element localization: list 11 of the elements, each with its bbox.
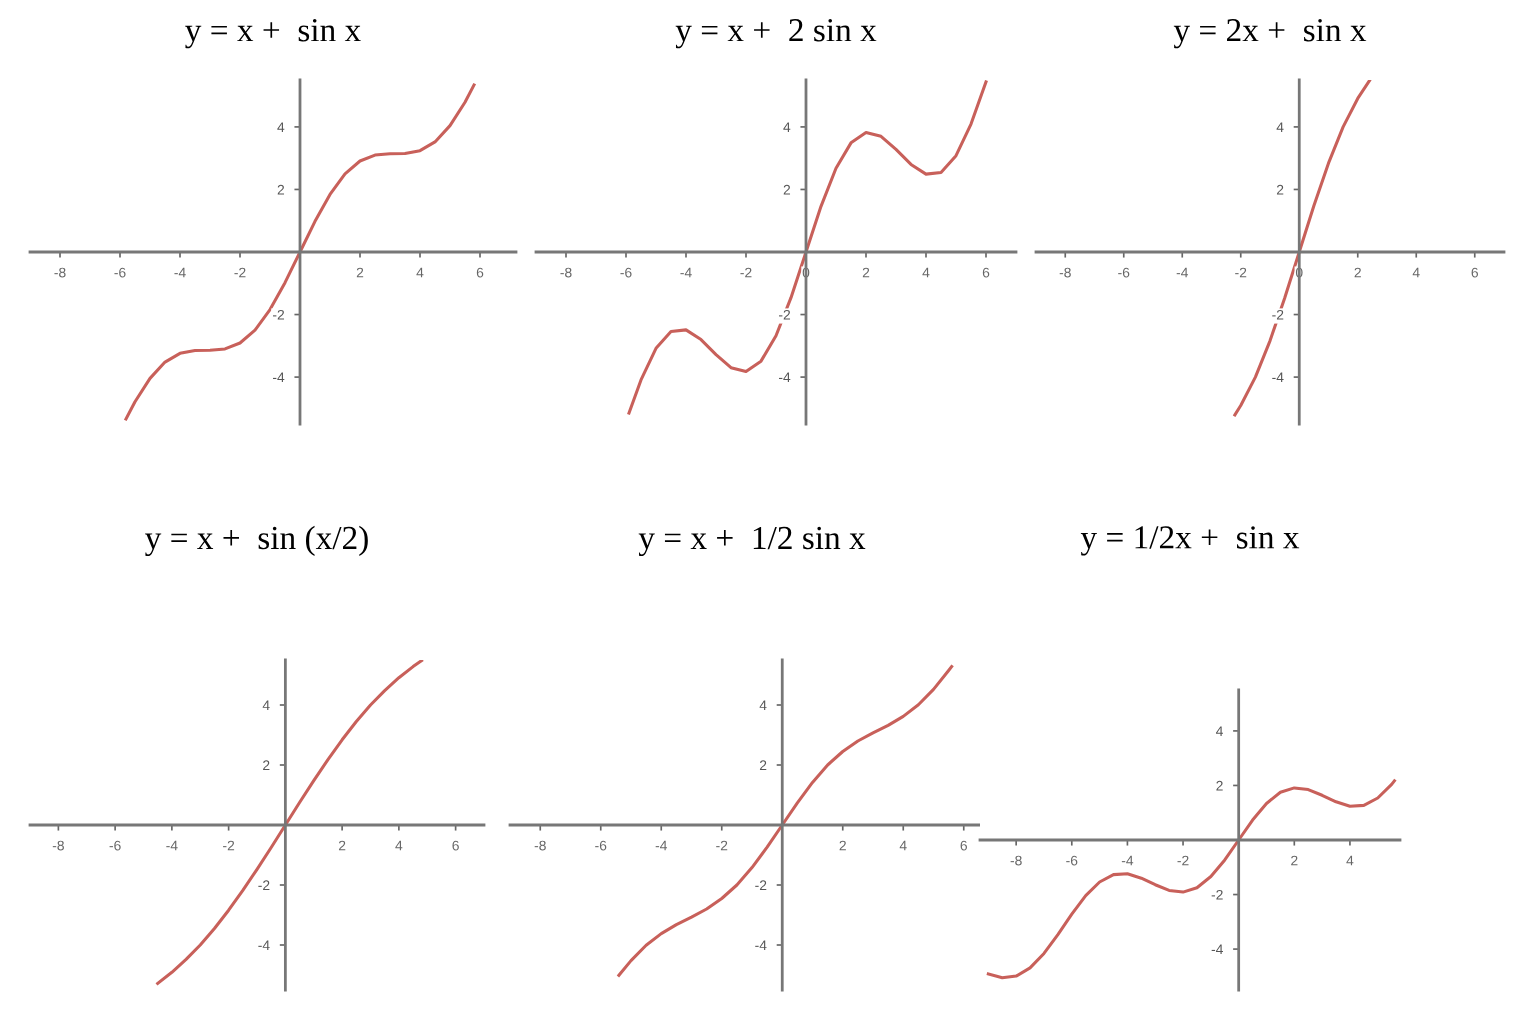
- chart-title: y = x + 2 sin x: [675, 19, 877, 49]
- line-series: [617, 665, 954, 977]
- chart-title: y = x + sin (x/2): [145, 525, 368, 557]
- chart-title: y = 2x + sin x: [1173, 19, 1367, 49]
- chart-title: y = 1/2x + sin x: [1080, 526, 1300, 556]
- chart-title: y = x + 1/2 sin x: [638, 526, 866, 557]
- chart-title: y = x + sin x: [185, 19, 361, 49]
- line-series: [124, 83, 476, 421]
- line-series: [986, 779, 1396, 980]
- line-series: [156, 660, 424, 985]
- line-series: [1233, 80, 1371, 417]
